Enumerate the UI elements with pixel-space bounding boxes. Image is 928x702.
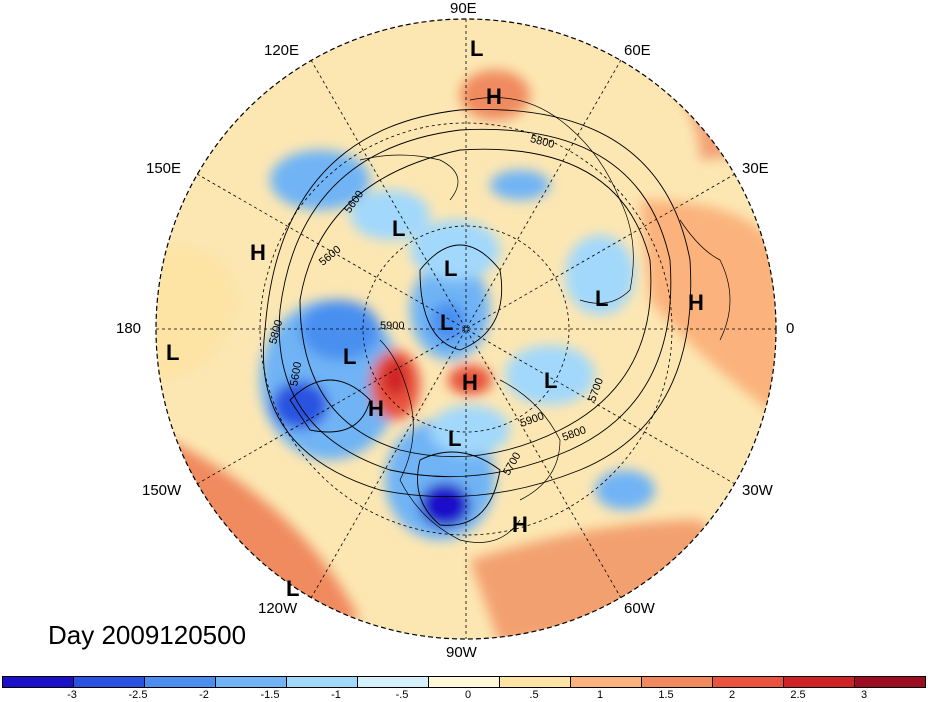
colorbar-segment xyxy=(500,677,571,687)
colorbar-segment xyxy=(784,677,855,687)
pressure-center-low: L xyxy=(448,426,462,451)
pressure-center-low: L xyxy=(470,36,484,61)
coastlines xyxy=(359,97,731,543)
colorbar-segment xyxy=(145,677,216,687)
pressure-center-high: H xyxy=(512,512,528,537)
colorbar-segment xyxy=(429,677,500,687)
contour-label: 5900 xyxy=(380,320,405,332)
lon-label-90e: 90E xyxy=(450,0,477,17)
geopotential-contours xyxy=(263,108,692,526)
colorbar-tick-label: -2 xyxy=(199,689,209,701)
lon-label-90w: 90W xyxy=(446,644,477,661)
colorbar-tick-label: -2.5 xyxy=(128,689,148,701)
colorbar-segment xyxy=(216,677,287,687)
colorbar-tick-label: .5 xyxy=(529,689,539,701)
lon-label-120e: 120E xyxy=(264,42,300,59)
lon-label-60e: 60E xyxy=(624,42,651,59)
pressure-center-low: L xyxy=(343,344,357,369)
pressure-center-low: L xyxy=(444,256,458,281)
lon-label-30e: 30E xyxy=(742,160,769,177)
colorbar-tick-label: 0 xyxy=(464,689,472,701)
colorbar-tick-label: -1.5 xyxy=(260,689,280,701)
colorbar-segment xyxy=(713,677,784,687)
colorbar-segment xyxy=(74,677,145,687)
pressure-center-low: L xyxy=(440,310,454,335)
colorbar xyxy=(2,676,926,688)
colorbar-segment xyxy=(287,677,358,687)
pressure-center-high: H xyxy=(368,396,384,421)
colorbar-segment xyxy=(855,677,925,687)
pressure-center-high: H xyxy=(250,240,266,265)
lon-label-180: 180 xyxy=(116,320,142,337)
lon-label-60w: 60W xyxy=(624,600,655,617)
lon-label-0: 0 xyxy=(786,320,795,337)
colorbar-tick-label: 2.5 xyxy=(790,689,806,701)
colorbar-tick-label: 1 xyxy=(596,689,604,701)
colorbar-segment xyxy=(358,677,429,687)
lon-label-150e: 150E xyxy=(146,160,182,177)
graticule xyxy=(156,19,776,639)
pressure-center-high: H xyxy=(462,370,478,395)
colorbar-tick-label: 2 xyxy=(728,689,736,701)
lon-label-150w: 150W xyxy=(142,482,182,499)
pressure-center-low: L xyxy=(544,368,558,393)
colorbar-tick-label: -3 xyxy=(67,689,77,701)
colorbar-tick-label: 3 xyxy=(860,689,868,701)
pressure-center-low: L xyxy=(392,216,406,241)
colorbar-tick-label: -1 xyxy=(331,689,341,701)
pressure-center-low: L xyxy=(595,286,609,311)
colorbar-segment xyxy=(3,677,74,687)
pressure-center-low: L xyxy=(166,340,180,365)
colorbar-segment xyxy=(642,677,713,687)
pressure-center-low: L xyxy=(286,576,300,601)
map-title: Day 2009120500 xyxy=(48,620,247,650)
colorbar-tick-label: 1.5 xyxy=(658,689,674,701)
colorbar-segment xyxy=(571,677,642,687)
pressure-center-high: H xyxy=(486,84,502,109)
pressure-center-high: H xyxy=(688,290,704,315)
colorbar-tick-label: -.5 xyxy=(395,689,409,701)
lon-label-30w: 30W xyxy=(742,482,773,499)
lon-label-120w: 120W xyxy=(258,600,298,617)
